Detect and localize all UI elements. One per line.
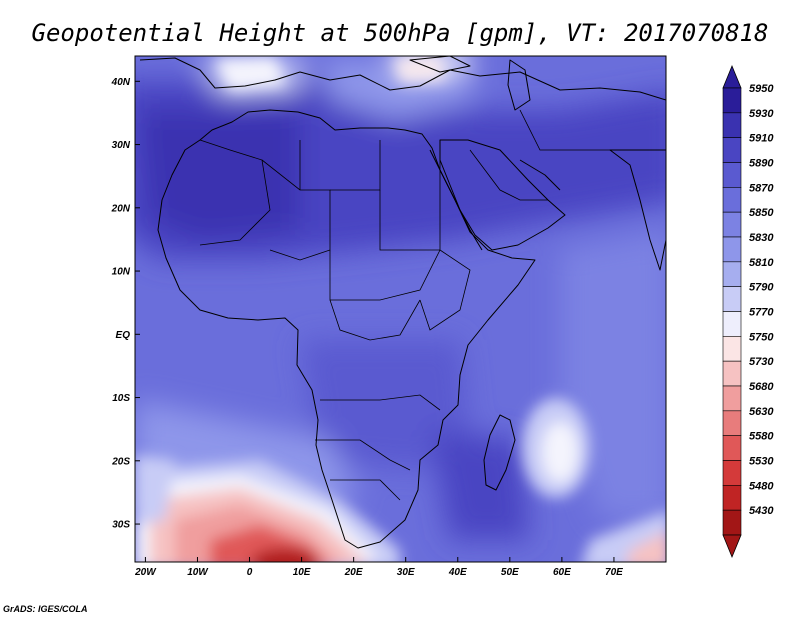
persian-gulf-coastline (519, 159, 561, 191)
arabia-coastline (439, 139, 566, 251)
y-tick-label: EQ (116, 330, 131, 341)
colorbar-level-label: 5770 (749, 307, 774, 319)
x-tick-label: 10E (293, 567, 311, 578)
colorbar-swatch (722, 410, 742, 436)
border-arabia (469, 149, 548, 201)
coastlines (139, 56, 666, 549)
colorbar-swatch (722, 187, 742, 213)
field-southeast-pink (627, 532, 666, 562)
colorbar-swatch (722, 435, 742, 461)
colorbar-swatch (722, 336, 742, 362)
field-local-low-core (542, 422, 578, 482)
x-tick-label: 70E (605, 567, 623, 578)
colorbar-swatch (722, 137, 742, 163)
y-tick-label: 10S (112, 393, 130, 404)
colorbar-swatch (722, 311, 742, 337)
red-sea-coastline (429, 149, 483, 251)
colorbar-swatch (722, 460, 742, 486)
colorbar-swatch (722, 509, 742, 536)
colorbar-swatch (722, 112, 742, 138)
colorbar-swatch (722, 162, 742, 188)
colorbar-level-label: 5730 (749, 356, 774, 368)
colorbar-level-label: 5950 (749, 83, 774, 95)
x-tick-label: 10W (187, 567, 209, 578)
x-tick-label: 60E (553, 567, 571, 578)
colorbar: 5950 5930 5910 5890 5870 5850 5830 5810 5790 5770… (722, 64, 774, 559)
border-southern-africa-2 (315, 439, 411, 471)
plot-frame (134, 55, 667, 563)
colorbar-level-label: 5910 (749, 133, 774, 145)
black-sea-coastline (409, 56, 471, 73)
border-central-africa (329, 249, 441, 301)
colorbar-level-label: 5790 (749, 282, 774, 294)
border-middle-east (519, 109, 610, 151)
colorbar-level-label: 5810 (749, 257, 774, 269)
x-tick-label: 20W (134, 567, 157, 578)
x-tick-label: 20E (344, 567, 363, 578)
figure-title: Geopotential Height at 500hPa [gpm], VT:… (32, 19, 769, 47)
colorbar-level-label: 5630 (749, 406, 774, 418)
y-tick-label: 40N (111, 77, 131, 88)
map-plot-area (135, 56, 666, 562)
border-west-africa-1 (199, 139, 271, 246)
field-aegean-pale (395, 56, 445, 82)
x-tick-label: 50E (501, 567, 519, 578)
field-southwest-pale (135, 455, 175, 525)
x-tick-label: 0 (247, 567, 253, 578)
colorbar-level-label: 5530 (749, 456, 774, 468)
border-west-africa-2 (261, 159, 331, 261)
madagascar-coastline (483, 414, 516, 491)
colorbar-level-label: 5850 (749, 207, 774, 219)
y-axis: 40N 30N 20N 10N EQ 10S 20S 30S (111, 77, 140, 531)
border-east-africa (419, 249, 471, 331)
height-field-detail (135, 56, 666, 562)
y-tick-label: 30N (112, 140, 131, 151)
field-region-mozambique-channel-dark (430, 430, 530, 540)
colorbar-level-label: 5480 (749, 480, 774, 492)
europe-coastline (139, 57, 666, 101)
x-axis: 20W 10W 0 10E 20E 30E 40E 50E 60E 70E (134, 557, 623, 578)
colorbar-swatch (722, 385, 742, 412)
colorbar-swatch (722, 87, 742, 114)
colorbar-swatch (722, 286, 742, 312)
colorbar-level-label: 5750 (749, 331, 774, 343)
x-tick-label: 30E (397, 567, 415, 578)
africa-coastline (157, 109, 536, 549)
colorbar-swatch (722, 485, 742, 511)
colorbar-level-label: 5830 (749, 232, 774, 244)
india-coastline (609, 149, 666, 271)
colorbar-level-label: 5430 (749, 505, 774, 517)
colorbar-level-label: 5580 (749, 431, 774, 443)
y-tick-label: 20N (111, 203, 131, 214)
colorbar-level-label: 5890 (749, 158, 774, 170)
colorbar-level-label: 5870 (749, 182, 774, 194)
colorbar-bottom-arrow (722, 534, 742, 559)
border-southern-africa-1 (320, 394, 441, 411)
border-congo (329, 299, 421, 341)
colorbar-swatch (722, 261, 742, 287)
colorbar-level-label: 5930 (749, 108, 774, 120)
field-region-nw-africa-max (140, 110, 300, 240)
y-tick-label: 10N (112, 267, 131, 278)
grads-footer: GrADS: IGES/COLA (3, 604, 88, 614)
colorbar-level-label: 5680 (749, 381, 774, 393)
y-tick-label: 20S (111, 456, 130, 467)
country-borders (199, 109, 610, 501)
y-tick-label: 30S (112, 520, 130, 531)
x-tick-label: 40E (448, 567, 467, 578)
colorbar-swatch (722, 360, 742, 387)
border-southern-africa-3 (330, 479, 401, 501)
colorbar-swatch (722, 236, 742, 263)
colorbar-top-arrow (722, 64, 742, 89)
field-region-southern-africa-dark (300, 340, 470, 470)
caspian-coastline (507, 59, 531, 111)
colorbar-swatch (722, 211, 742, 238)
